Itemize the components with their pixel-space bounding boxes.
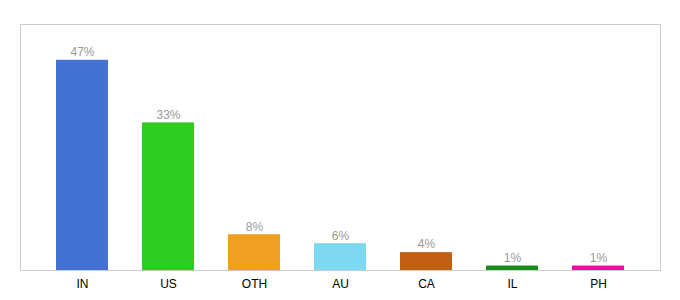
svg-text:IL: IL (507, 277, 517, 291)
svg-text:AU: AU (332, 277, 349, 291)
svg-text:4%: 4% (418, 237, 436, 251)
svg-text:8%: 8% (246, 220, 264, 234)
svg-text:1%: 1% (590, 251, 608, 265)
svg-text:OTH: OTH (242, 277, 267, 291)
svg-text:CA: CA (418, 277, 435, 291)
svg-text:PH: PH (590, 277, 607, 291)
svg-text:1%: 1% (504, 251, 522, 265)
svg-text:6%: 6% (332, 229, 350, 243)
svg-text:IN: IN (77, 277, 89, 291)
svg-text:47%: 47% (70, 45, 94, 59)
svg-text:33%: 33% (156, 108, 180, 122)
svg-text:US: US (160, 277, 177, 291)
